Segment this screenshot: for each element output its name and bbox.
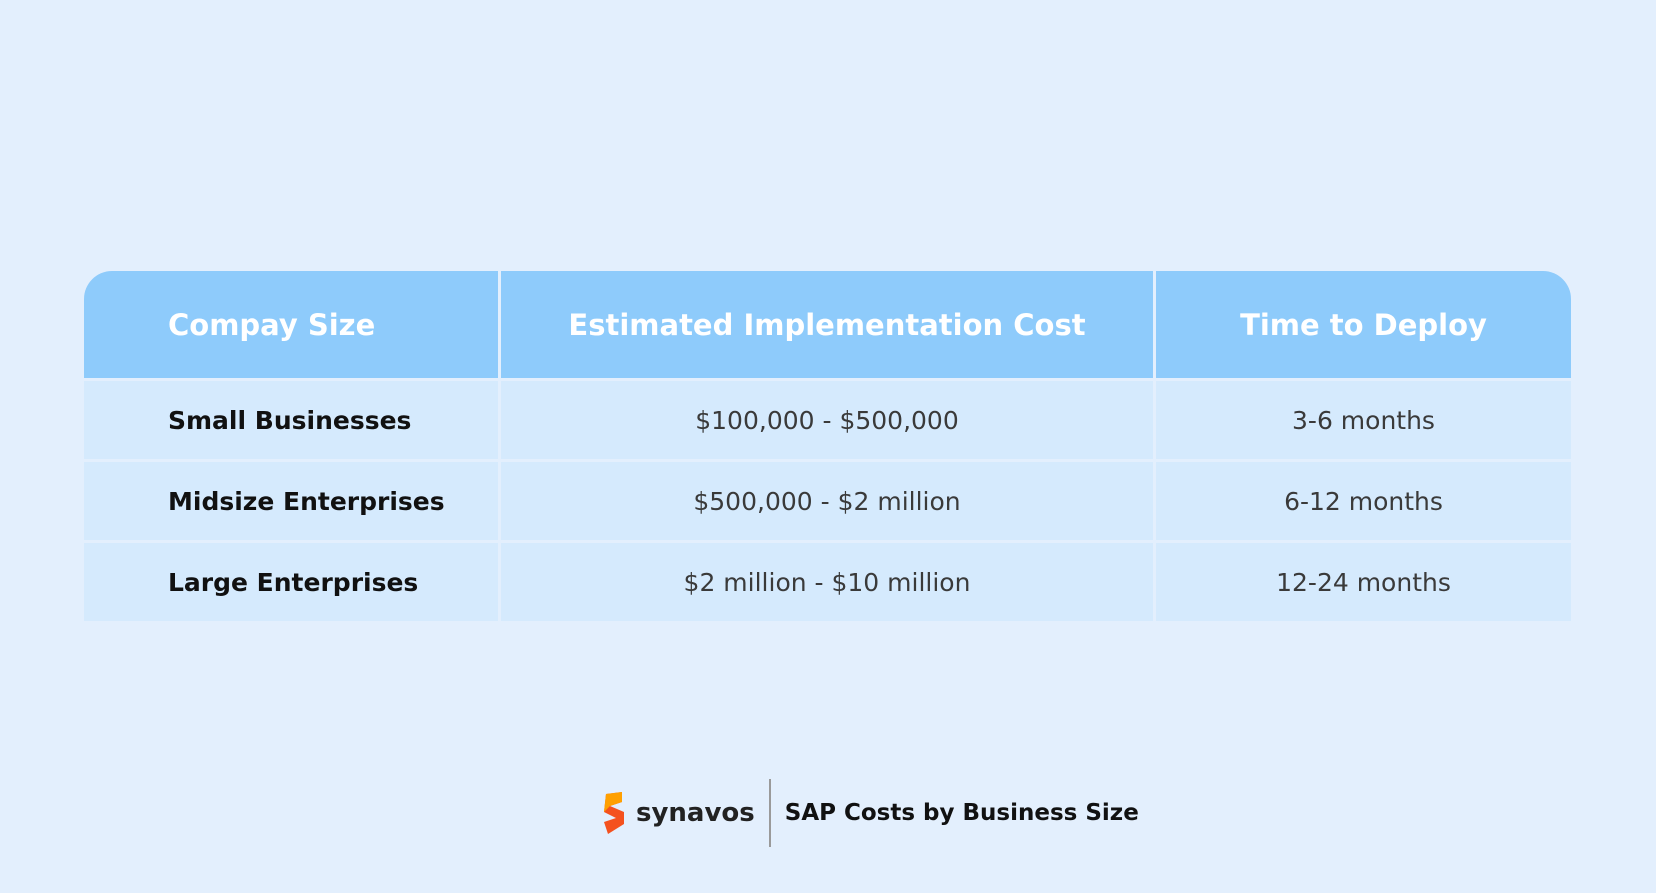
table-cell: 3-6 months <box>1156 381 1571 459</box>
table-cell: $500,000 - $2 million <box>501 462 1153 540</box>
table-cell: Large Enterprises <box>84 543 498 621</box>
table-cell: 12-24 months <box>1156 543 1571 621</box>
header-cell: Estimated Implementation Cost <box>501 271 1153 378</box>
divider <box>768 779 771 847</box>
table-cell: $2 million - $10 million <box>501 543 1153 621</box>
cost-table: Compay Size Estimated Implementation Cost… <box>84 271 1571 621</box>
brand: synavos <box>636 798 755 828</box>
table-cell: 6-12 months <box>1156 462 1571 540</box>
header-cell: Compay Size <box>84 271 498 378</box>
table-cell: Small Businesses <box>84 381 498 459</box>
caption: SAP Costs by Business Size <box>784 800 1139 826</box>
table-cell: Midsize Enterprises <box>84 462 498 540</box>
logo <box>604 792 624 834</box>
footer: synavos SAP Costs by Business Size <box>600 778 1139 848</box>
table-cell: $100,000 - $500,000 <box>501 381 1153 459</box>
header-cell: Time to Deploy <box>1156 271 1571 378</box>
